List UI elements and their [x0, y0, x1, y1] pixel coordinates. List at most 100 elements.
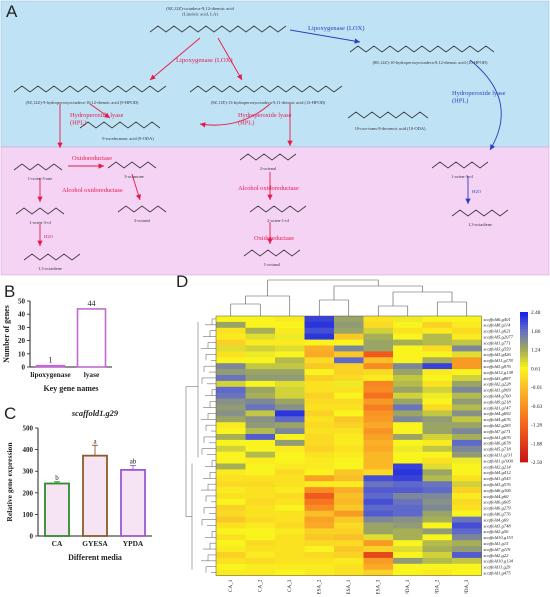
colorbar-segment: [520, 424, 528, 428]
heatmap-cell: [393, 363, 423, 370]
heatmap-cell: [452, 546, 482, 553]
colorbar-segment: [520, 342, 528, 345]
heatmap-cell: [452, 386, 482, 393]
heatmap-cell: [422, 404, 453, 411]
colorbar-segment: [520, 349, 528, 353]
colorbar-segment: [520, 399, 528, 403]
colorbar-segment: [520, 364, 528, 368]
colorbar-segment: [520, 387, 528, 390]
enzyme-alcohol-right: Alcohol oxidoreductase: [238, 185, 299, 192]
heatmap-cell: [393, 510, 423, 517]
heatmap-cell: [334, 410, 364, 417]
row-label: scaffold1.g15: [484, 541, 510, 546]
heatmap-cell: [216, 475, 246, 482]
octanol3-structure: [117, 205, 167, 213]
heatmap-cell: [363, 380, 394, 388]
heatmap-cell: [216, 410, 246, 417]
label-oda9: 9-oxodecanoic acid (9-ODA): [102, 136, 154, 141]
heatmap-cell: [422, 351, 453, 358]
heatmap-cell: [363, 439, 394, 447]
heatmap-cell: [245, 333, 276, 340]
heatmap-cell: [422, 369, 453, 376]
y-axis-title: Number of genes: [2, 305, 11, 363]
colorbar-segment: [520, 442, 528, 445]
heatmap-cell: [452, 522, 482, 529]
column-label: CA_2: [258, 579, 264, 592]
x-axis-title: Key gene names: [43, 384, 98, 393]
heatmap-cell: [393, 516, 423, 523]
x-axis-title: Different media: [68, 553, 122, 562]
heatmap-cell: [422, 510, 453, 517]
heatmap-cell: [245, 428, 276, 435]
label-octadiene-left: 1,3-octadiene: [38, 266, 62, 272]
heatmap-cell: [422, 333, 453, 340]
heatmap-cell: [452, 569, 482, 576]
arrow-lox-left: [149, 37, 201, 81]
heatmap-cell: [245, 392, 276, 399]
heatmap-cell: [422, 339, 453, 346]
y-tick-label: 400: [23, 446, 34, 454]
heatmap-cell: [393, 504, 423, 511]
heatmap-cell: [363, 469, 394, 476]
heatmap-cell: [304, 451, 335, 458]
heatmap-cell: [393, 439, 423, 447]
heatmap-cell: [452, 416, 482, 423]
heatmap-cell: [334, 386, 364, 393]
row-label: scaffold4.g760: [484, 393, 512, 398]
heatmap-cell: [452, 375, 482, 382]
row-label: scaffold4.g676: [484, 417, 512, 422]
row-label: scaffold6.g678: [484, 441, 512, 446]
colorbar-segment: [520, 339, 528, 343]
heatmap-cell: [334, 439, 364, 447]
y-tick-label: 300: [23, 468, 34, 476]
heatmap-cell: [363, 557, 394, 565]
colorbar-segment: [520, 437, 528, 440]
heatmap-cell: [452, 333, 482, 340]
heatmap-cell: [422, 363, 453, 370]
colorbar-segment: [520, 312, 528, 315]
row-label: scaffold9.g218: [484, 399, 512, 404]
colorbar: [520, 312, 528, 463]
arrow-lox-right: [289, 29, 361, 44]
row-label: scaffold6.g279: [484, 506, 512, 511]
heatmap-cell: [452, 481, 482, 488]
heatmap-cell: [363, 487, 394, 494]
column-label: YPDA_1: [405, 579, 411, 594]
colorbar-segment: [520, 419, 528, 423]
heatmap-cell: [422, 516, 453, 523]
row-label: scaffold3.g976: [484, 364, 512, 369]
heatmap-cell: [334, 316, 364, 323]
octen1ol-structure: [249, 205, 307, 213]
x-tick-label: lipoxygenase: [30, 370, 71, 379]
heatmap-cell: [304, 552, 335, 559]
heatmap-cell: [275, 498, 305, 506]
colorbar-segment: [520, 434, 528, 438]
heatmap-cell: [393, 369, 423, 376]
row-label: scaffold11.g178: [484, 358, 514, 363]
heatmap-cell: [452, 422, 482, 429]
row-label: scaffold1.g1000: [484, 458, 514, 463]
heatmap-cell: [393, 528, 423, 535]
heatmap-cell: [334, 422, 364, 429]
heatmap-cell: [422, 410, 453, 417]
heatmap-cell: [245, 398, 276, 405]
heatmap-cell: [363, 363, 394, 370]
heatmap-cell: [452, 557, 482, 565]
heatmap-cell: [452, 534, 482, 541]
heatmap-cell: [422, 557, 453, 565]
label-hpod10: (8E,12Z)-10-hydroperoxyoctadeca-8,12-die…: [373, 60, 488, 66]
colorbar-segment: [520, 439, 528, 443]
heatmap-cell: [304, 540, 335, 547]
label-octanol3: 3-octanol: [134, 218, 151, 223]
heatmap-cell: [304, 369, 335, 376]
heatmap-cell: [363, 428, 394, 435]
hpod13-structure: [189, 85, 343, 93]
row-label: scaffold5.g718: [484, 447, 512, 452]
heatmap-cell: [216, 392, 246, 399]
heatmap-cell: [422, 386, 453, 393]
heatmap-cell: [216, 321, 246, 329]
heatmap-cell: [275, 469, 305, 476]
heatmap-cell: [334, 540, 364, 547]
significance-label: b: [55, 474, 59, 482]
colorbar-segment: [520, 457, 528, 460]
